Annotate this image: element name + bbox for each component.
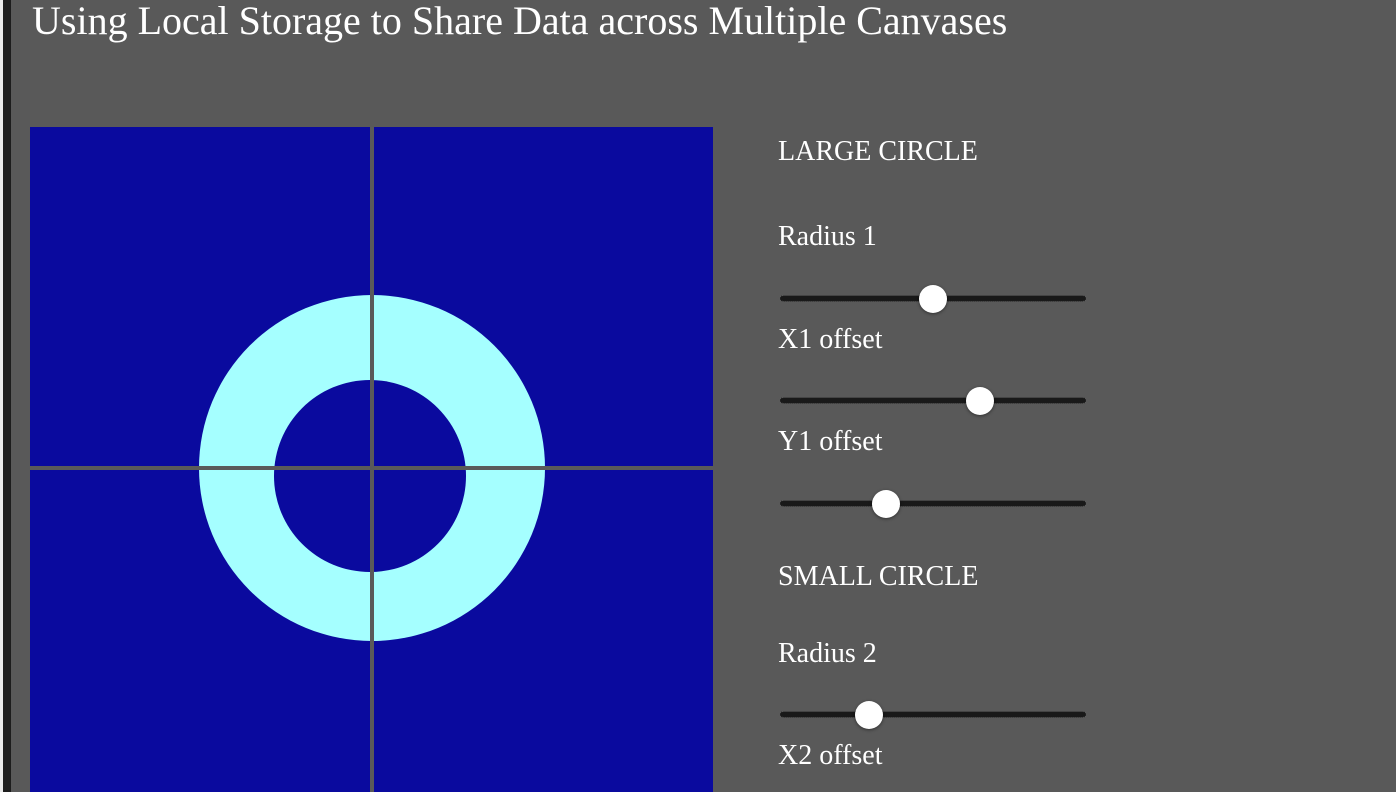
x2-offset-label: X2 offset: [778, 740, 883, 771]
y1-offset-slider[interactable]: [780, 488, 1086, 518]
radius1-slider[interactable]: [780, 283, 1086, 313]
page-title: Using Local Storage to Share Data across…: [32, 0, 1008, 43]
drawing-canvas: [30, 127, 713, 792]
x1-offset-label: X1 offset: [778, 324, 883, 355]
radius2-label: Radius 2: [778, 638, 877, 669]
x1-offset-slider[interactable]: [780, 385, 1086, 415]
small-circle-heading: SMALL CIRCLE: [778, 561, 979, 592]
radius2-slider[interactable]: [780, 699, 1086, 729]
large-circle-heading: LARGE CIRCLE: [778, 136, 978, 167]
window-edge-bar: [3, 0, 11, 792]
crosshair-vertical-line: [370, 127, 374, 792]
window-edge-strip: [0, 0, 3, 792]
radius1-label: Radius 1: [778, 221, 877, 252]
y1-offset-label: Y1 offset: [778, 426, 883, 457]
